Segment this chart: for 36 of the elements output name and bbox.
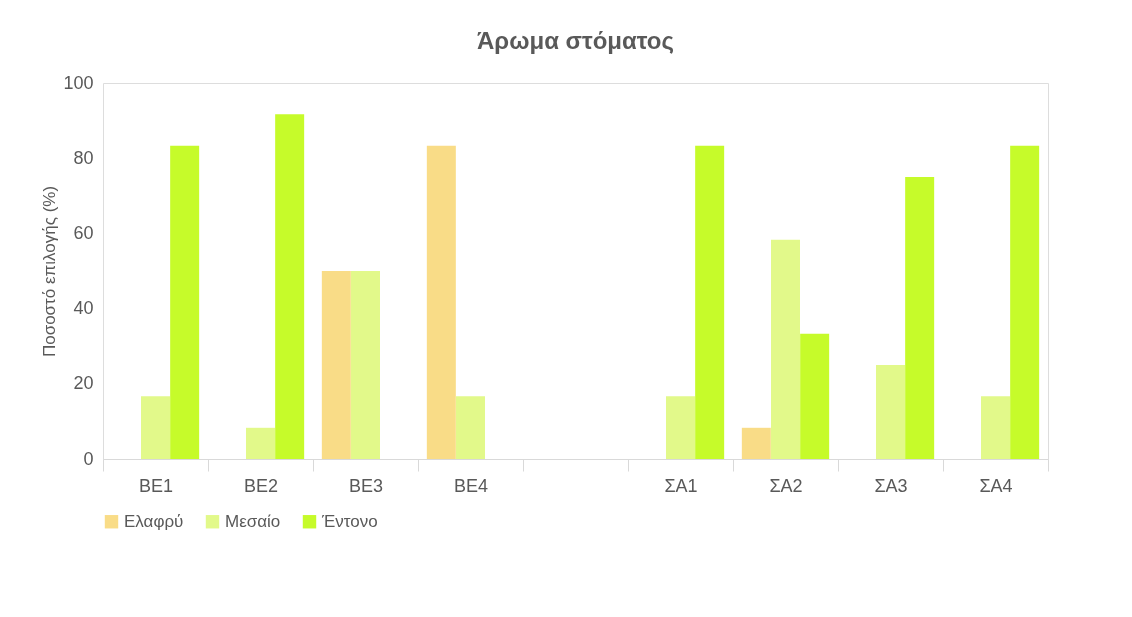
x-tick-label: ΒΕ4 bbox=[453, 475, 489, 496]
bar bbox=[456, 396, 485, 459]
legend-label: Έντονο bbox=[321, 511, 378, 531]
y-tick-label: 20 bbox=[73, 373, 94, 394]
bar bbox=[1010, 145, 1040, 459]
x-tick-label: ΒΕ3 bbox=[348, 475, 384, 496]
x-tick-label: ΒΕ2 bbox=[243, 475, 279, 496]
bar bbox=[800, 333, 830, 459]
bar bbox=[275, 114, 305, 459]
x-tick-label: ΣΑ1 bbox=[664, 475, 698, 496]
bar bbox=[321, 271, 351, 459]
y-tick-label: 40 bbox=[73, 298, 94, 319]
bar bbox=[351, 271, 380, 459]
bar bbox=[246, 427, 275, 459]
y-tick-label: 80 bbox=[73, 147, 94, 168]
y-tick-label: 100 bbox=[63, 72, 94, 93]
bar bbox=[426, 145, 456, 459]
bar bbox=[695, 145, 725, 459]
x-tick-label: ΒΕ1 bbox=[138, 475, 174, 496]
legend-label: Ελαφρύ bbox=[124, 511, 184, 531]
x-tick-label: ΣΑ3 bbox=[874, 475, 908, 496]
y-axis-title: Ποσοστό επιλογής (%) bbox=[40, 185, 60, 358]
bar bbox=[141, 396, 170, 459]
bar bbox=[876, 365, 905, 459]
chart-title: Άρωμα στόματος bbox=[477, 27, 674, 54]
x-tick-label: ΣΑ2 bbox=[769, 475, 803, 496]
legend-label: Μεσαίο bbox=[225, 511, 281, 531]
bar bbox=[981, 396, 1010, 459]
x-tick-label: ΣΑ4 bbox=[979, 475, 1013, 496]
y-tick-label: 60 bbox=[73, 222, 94, 243]
bar bbox=[771, 239, 800, 459]
bar bbox=[170, 145, 200, 459]
bar bbox=[741, 427, 771, 459]
bar bbox=[666, 396, 695, 459]
bar bbox=[905, 177, 935, 459]
y-tick-label: 0 bbox=[83, 448, 94, 469]
